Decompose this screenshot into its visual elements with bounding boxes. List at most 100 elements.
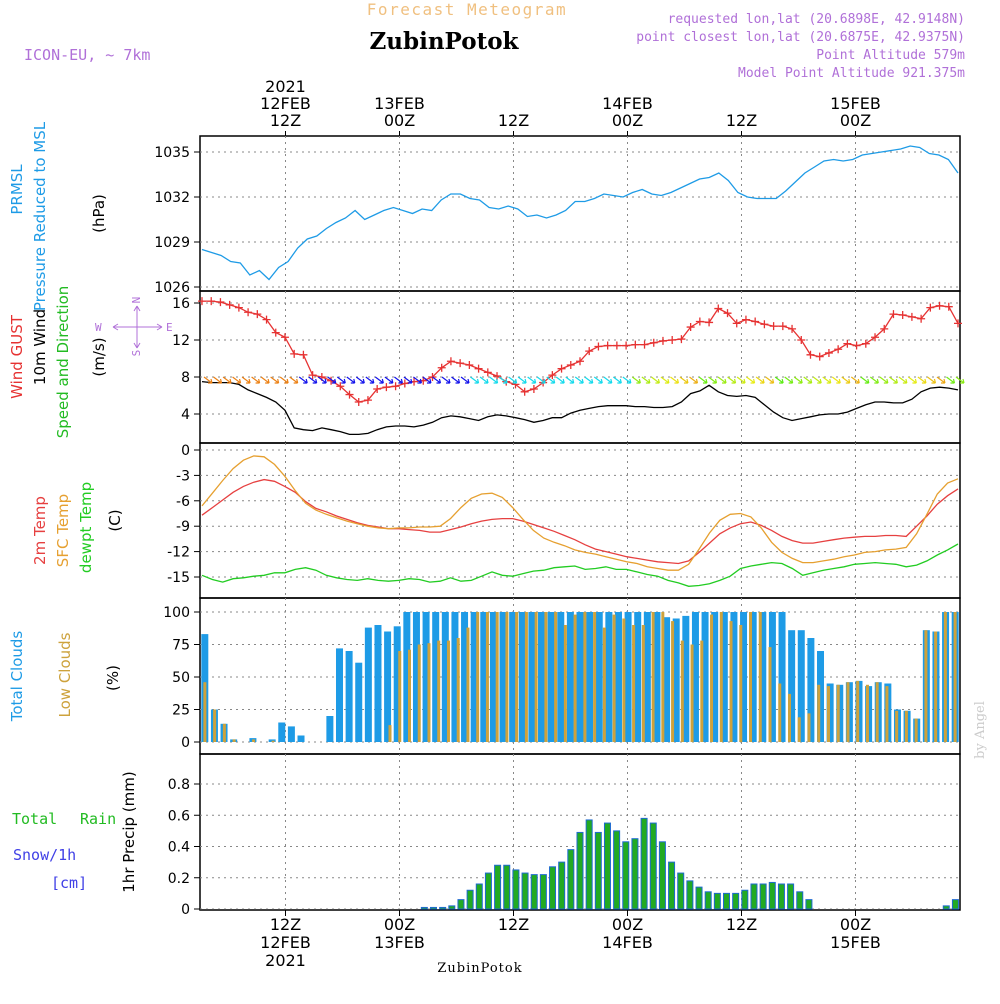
gust-marker	[677, 335, 686, 344]
total-cloud-bar	[614, 612, 622, 742]
gust-marker	[723, 309, 732, 318]
low-cloud-bar	[271, 740, 275, 742]
wind-direction-arrow	[850, 376, 860, 384]
precip-bar	[512, 869, 520, 910]
low-cloud-bar	[729, 621, 733, 742]
wind-direction-arrow	[489, 376, 499, 384]
wind-direction-arrow	[565, 376, 575, 384]
wind-direction-arrow	[574, 376, 584, 384]
compass-east: E	[166, 321, 173, 334]
low-cloud-bar	[924, 630, 928, 742]
total-cloud-bar	[470, 612, 478, 742]
wind-direction-arrow	[374, 376, 384, 384]
precip-bar	[759, 883, 767, 910]
wind-direction-arrow	[308, 376, 318, 384]
wind-direction-arrow	[660, 376, 670, 384]
low-cloud-bar	[632, 625, 636, 742]
y-tick-label: 0.8	[168, 777, 190, 793]
gust-marker	[290, 349, 299, 358]
low-cloud-bar	[934, 631, 938, 742]
gust-marker	[861, 339, 870, 348]
series-prmsl	[201, 145, 959, 281]
label-pressure: Pressure Reduced to MSL	[31, 121, 49, 311]
wind-direction-arrow	[670, 376, 680, 384]
bottom-tick-hour: 00Z	[840, 915, 871, 934]
y-tick-label: 4	[181, 407, 190, 423]
wind-direction-arrow	[508, 376, 518, 384]
gust-marker	[557, 364, 566, 373]
total-cloud-bar	[355, 662, 363, 742]
precip-bar	[677, 872, 685, 910]
precip-bar	[521, 872, 529, 910]
low-cloud-bar	[417, 644, 421, 742]
gust-marker	[529, 385, 538, 394]
total-cloud-bar	[788, 630, 796, 742]
precip-bar	[603, 822, 611, 910]
wind-direction-arrow	[622, 376, 632, 384]
total-cloud-bar	[432, 612, 440, 742]
total-cloud-bar	[518, 612, 526, 742]
wind-direction-arrow	[241, 376, 251, 384]
unit-label: (%)	[104, 665, 122, 691]
y-tick-label: -15	[167, 570, 190, 586]
wind-direction-arrow	[413, 376, 423, 384]
total-cloud-bar	[499, 612, 507, 742]
low-cloud-bar	[836, 684, 840, 742]
total-cloud-bar	[826, 683, 834, 742]
precip-bar	[622, 841, 630, 910]
bottom-tick-hour: 00Z	[384, 915, 415, 934]
y-tick-label: 1026	[154, 280, 190, 296]
gust-marker	[843, 339, 852, 348]
label-total-clouds: Total Clouds	[8, 631, 26, 723]
total-cloud-bar	[412, 612, 420, 742]
bottom-tick-hour: 12Z	[498, 915, 529, 934]
gust-marker	[225, 300, 234, 309]
wind-direction-arrow	[689, 376, 699, 384]
y-tick-label: -9	[176, 519, 190, 535]
precip-bar	[539, 874, 547, 910]
total-cloud-bar	[807, 638, 815, 742]
low-cloud-bar	[505, 612, 509, 742]
wind-direction-arrow	[593, 376, 603, 384]
wind-direction-arrow	[346, 376, 356, 384]
total-cloud-bar	[836, 684, 844, 742]
total-cloud-bar	[364, 627, 372, 742]
total-cloud-bar	[663, 617, 671, 742]
wind-direction-arrow	[746, 376, 756, 384]
low-cloud-bar	[602, 627, 606, 742]
wind-direction-arrow	[927, 376, 937, 384]
precip-bar	[530, 874, 538, 910]
total-cloud-bar	[451, 612, 459, 742]
wind-direction-arrow	[451, 376, 461, 384]
gust-marker	[649, 338, 658, 347]
low-cloud-bar	[583, 612, 587, 742]
total-cloud-bar	[711, 612, 719, 742]
gust-marker	[668, 336, 677, 344]
wind-direction-arrow	[708, 376, 718, 384]
precip-bar	[787, 883, 795, 910]
wind-direction-arrow	[403, 376, 413, 384]
label-prmsl: PRMSL	[8, 164, 26, 215]
wind-direction-arrow	[384, 376, 394, 384]
low-cloud-bar	[593, 612, 597, 742]
top-tick-date: 14FEB	[602, 94, 653, 113]
total-cloud-bar	[778, 612, 786, 742]
wind-direction-arrow	[203, 376, 213, 384]
gust-marker	[917, 314, 926, 323]
gust-marker	[548, 371, 557, 380]
low-cloud-bar	[476, 612, 480, 742]
total-cloud-bar	[557, 612, 565, 742]
low-cloud-bar	[554, 612, 558, 742]
gust-marker	[474, 364, 483, 373]
wind-direction-arrow	[631, 376, 641, 384]
wind-direction-arrow	[755, 376, 765, 384]
y-tick-label: 0.2	[168, 871, 190, 887]
wind-direction-arrow	[327, 376, 337, 384]
top-tick-date: 15FEB	[830, 94, 881, 113]
wind-direction-arrow	[546, 376, 556, 384]
label-2m-temp: 2m Temp	[31, 496, 49, 565]
y-tick-label: 0	[181, 735, 190, 751]
gust-marker	[695, 317, 704, 326]
top-tick-date: 12FEB	[260, 94, 311, 113]
total-cloud-bar	[749, 612, 757, 742]
